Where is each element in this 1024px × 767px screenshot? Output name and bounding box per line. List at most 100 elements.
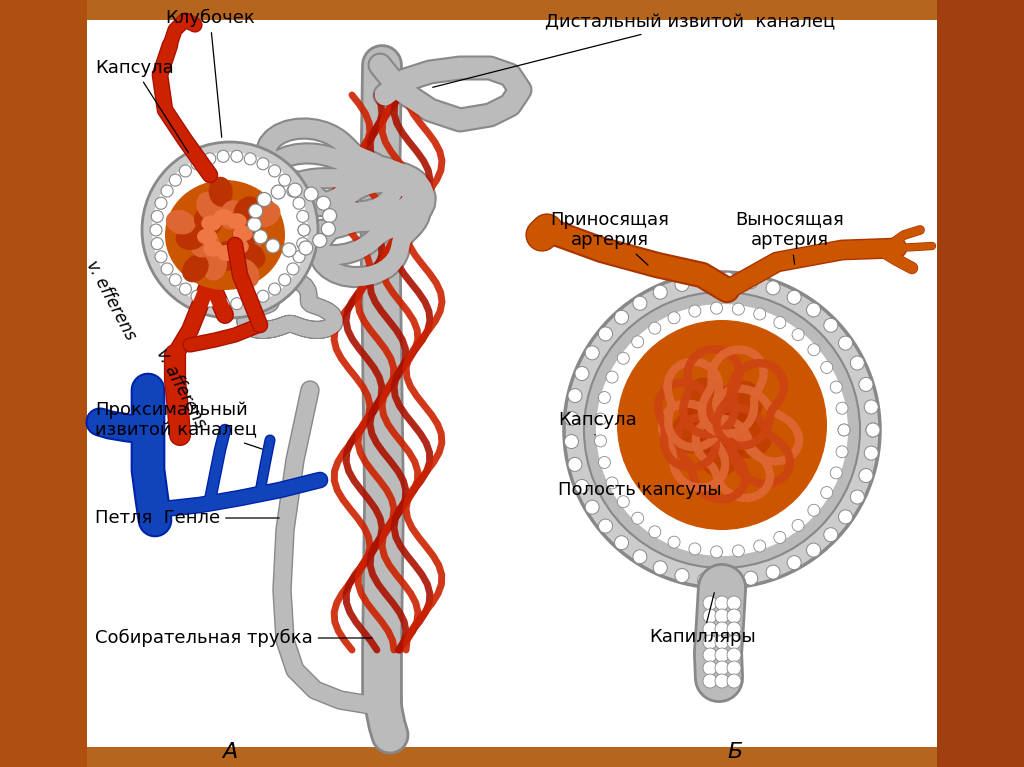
Ellipse shape xyxy=(219,200,244,229)
Circle shape xyxy=(766,565,780,579)
Circle shape xyxy=(304,187,318,201)
Circle shape xyxy=(316,196,331,210)
Circle shape xyxy=(727,609,741,623)
Circle shape xyxy=(268,283,281,295)
Circle shape xyxy=(585,500,599,514)
Ellipse shape xyxy=(215,241,239,271)
Circle shape xyxy=(766,281,780,295)
Ellipse shape xyxy=(708,380,763,439)
Text: Б: Б xyxy=(727,742,742,762)
Circle shape xyxy=(279,274,291,286)
Ellipse shape xyxy=(696,413,744,477)
Circle shape xyxy=(715,622,729,636)
Circle shape xyxy=(632,512,644,524)
Circle shape xyxy=(293,251,305,263)
Circle shape xyxy=(585,346,599,360)
Circle shape xyxy=(649,526,660,538)
Circle shape xyxy=(322,222,335,236)
Ellipse shape xyxy=(233,259,259,288)
Circle shape xyxy=(293,197,305,209)
Circle shape xyxy=(668,312,680,324)
Ellipse shape xyxy=(671,405,734,454)
Circle shape xyxy=(245,295,256,307)
Circle shape xyxy=(864,400,879,414)
Circle shape xyxy=(204,153,216,165)
Circle shape xyxy=(675,278,689,291)
Circle shape xyxy=(596,304,848,556)
Circle shape xyxy=(866,423,880,437)
Circle shape xyxy=(169,174,181,186)
Circle shape xyxy=(161,185,173,197)
Ellipse shape xyxy=(231,229,261,254)
Ellipse shape xyxy=(166,210,196,235)
Circle shape xyxy=(279,174,291,186)
Circle shape xyxy=(564,411,579,426)
Circle shape xyxy=(808,344,820,356)
Ellipse shape xyxy=(238,242,265,269)
Circle shape xyxy=(711,546,723,558)
Circle shape xyxy=(266,239,280,253)
Circle shape xyxy=(287,263,299,275)
Circle shape xyxy=(298,224,310,236)
Circle shape xyxy=(152,210,163,222)
Ellipse shape xyxy=(216,245,237,261)
Ellipse shape xyxy=(165,180,285,290)
Circle shape xyxy=(179,165,191,177)
Circle shape xyxy=(217,298,229,310)
Circle shape xyxy=(838,424,850,436)
Circle shape xyxy=(230,298,243,310)
Circle shape xyxy=(689,305,700,317)
Circle shape xyxy=(823,318,838,332)
Circle shape xyxy=(703,674,717,688)
Circle shape xyxy=(697,273,712,287)
Circle shape xyxy=(606,477,618,489)
Circle shape xyxy=(617,495,630,508)
Circle shape xyxy=(703,609,717,623)
Circle shape xyxy=(715,674,729,688)
Circle shape xyxy=(617,320,827,530)
Circle shape xyxy=(155,251,167,263)
Circle shape xyxy=(668,536,680,548)
Circle shape xyxy=(598,456,610,469)
Text: Капсула: Капсула xyxy=(95,59,188,153)
Circle shape xyxy=(715,609,729,623)
Circle shape xyxy=(204,295,216,307)
Circle shape xyxy=(584,292,860,568)
Circle shape xyxy=(614,311,629,324)
Ellipse shape xyxy=(232,225,253,242)
Ellipse shape xyxy=(252,202,281,228)
Circle shape xyxy=(839,510,853,524)
Circle shape xyxy=(298,224,310,236)
Circle shape xyxy=(598,391,610,403)
Circle shape xyxy=(836,402,848,414)
Circle shape xyxy=(732,545,744,557)
Text: Проксимальный
извитой каналец: Проксимальный извитой каналец xyxy=(95,400,262,449)
Circle shape xyxy=(715,596,729,610)
Text: А: А xyxy=(222,742,238,762)
Circle shape xyxy=(633,550,647,564)
Circle shape xyxy=(807,303,820,317)
Circle shape xyxy=(161,263,173,275)
Circle shape xyxy=(830,381,842,393)
Circle shape xyxy=(245,153,256,165)
Circle shape xyxy=(859,377,873,391)
Circle shape xyxy=(191,290,203,302)
Circle shape xyxy=(614,535,629,550)
Circle shape xyxy=(268,165,281,177)
Circle shape xyxy=(859,469,873,482)
Ellipse shape xyxy=(182,255,209,282)
Ellipse shape xyxy=(226,213,247,229)
Circle shape xyxy=(830,467,842,479)
Circle shape xyxy=(754,308,766,320)
Text: Полость капсулы: Полость капсулы xyxy=(558,481,722,499)
Circle shape xyxy=(787,291,801,304)
Circle shape xyxy=(254,230,267,244)
Circle shape xyxy=(598,519,612,533)
Ellipse shape xyxy=(190,232,219,258)
Circle shape xyxy=(715,635,729,649)
Circle shape xyxy=(179,283,191,295)
Ellipse shape xyxy=(233,196,260,224)
Circle shape xyxy=(574,367,589,380)
Circle shape xyxy=(732,303,744,315)
Circle shape xyxy=(257,193,271,206)
